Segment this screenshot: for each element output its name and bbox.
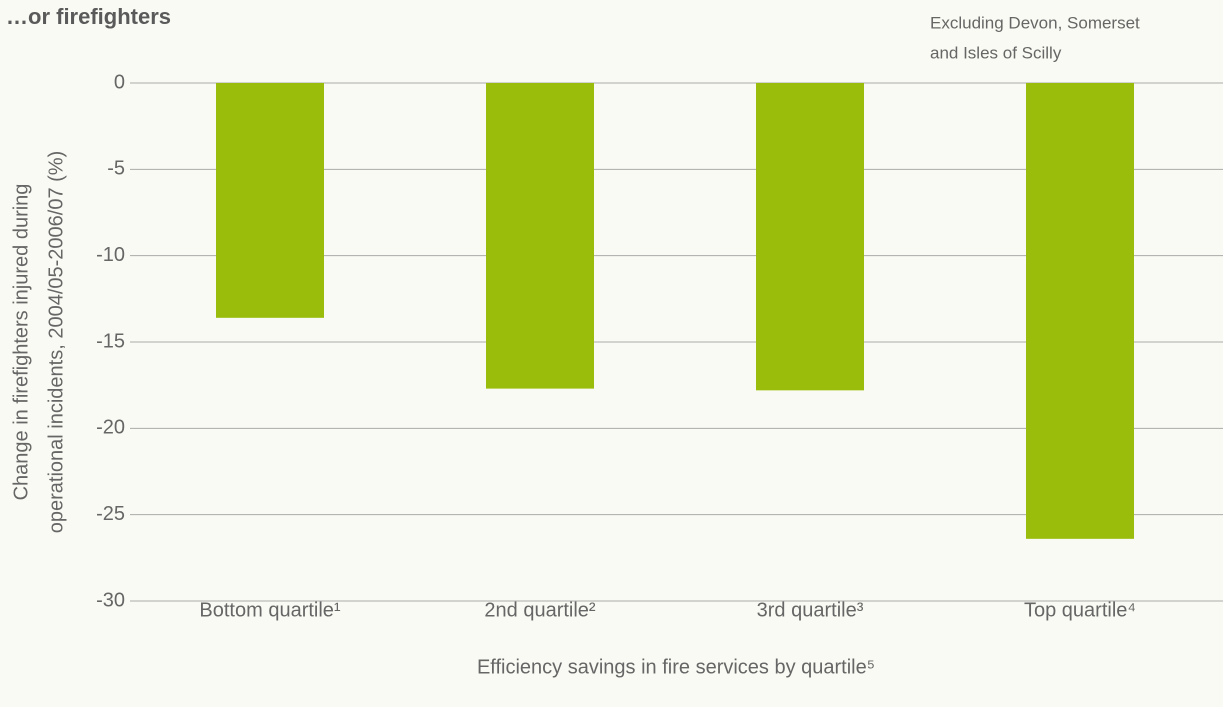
y-tick-label: -25: [96, 503, 125, 525]
y-tick-label: -20: [96, 417, 125, 439]
x-axis-label: Efficiency savings in fire services by q…: [477, 656, 875, 678]
y-tick-label: -30: [96, 589, 125, 611]
y-tick-label: -15: [96, 330, 125, 352]
y-axis-label: operational incidents, 2004/05-2006/07 (…: [45, 151, 67, 533]
bar: [216, 83, 324, 318]
y-tick-label: -5: [107, 158, 125, 180]
bar: [1026, 83, 1134, 539]
y-tick-label: 0: [114, 71, 125, 93]
y-axis-label: Change in firefighters injured during: [10, 184, 32, 501]
y-tick-label: -10: [96, 244, 125, 266]
x-tick-label: Bottom quartile¹: [199, 599, 341, 621]
bar: [486, 83, 594, 389]
x-tick-label: Top quartile⁴: [1024, 599, 1136, 621]
bar: [756, 83, 864, 391]
annotation: Excluding Devon, Somerset: [930, 13, 1140, 32]
chart-title: …or firefighters: [6, 4, 171, 29]
x-tick-label: 3rd quartile³: [757, 599, 864, 621]
annotation: and Isles of Scilly: [930, 43, 1062, 62]
x-tick-label: 2nd quartile²: [484, 599, 596, 621]
